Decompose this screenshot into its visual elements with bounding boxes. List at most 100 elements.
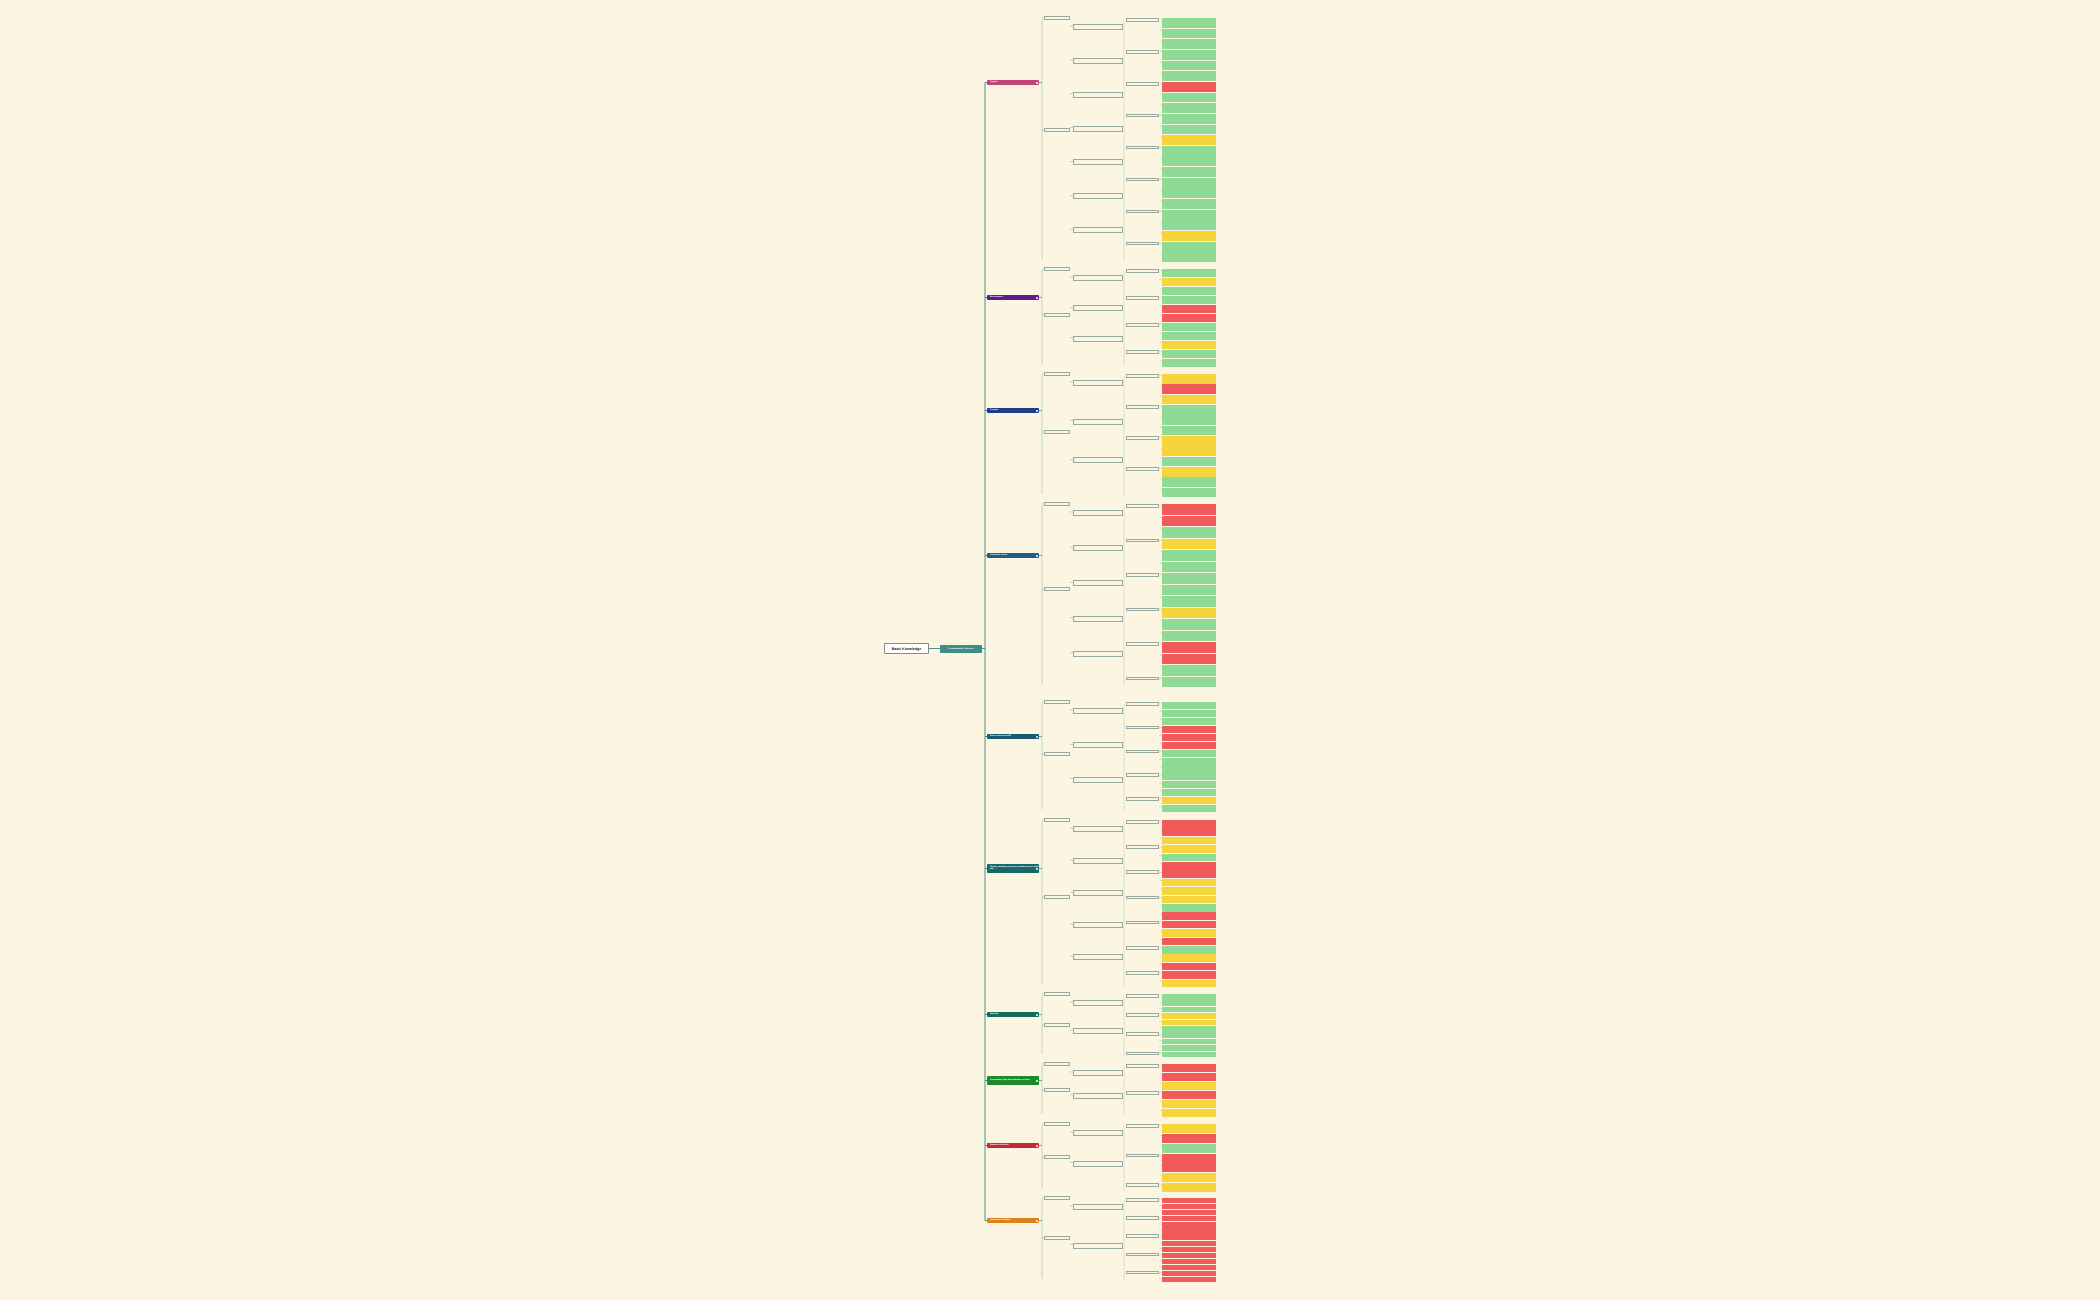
topic-box[interactable] bbox=[1073, 1093, 1123, 1099]
root-node[interactable]: Basic Knowledge bbox=[884, 643, 929, 654]
topic-box[interactable] bbox=[1073, 159, 1123, 166]
topic-box[interactable] bbox=[1073, 193, 1123, 200]
hub-node[interactable]: Fundamentals Overview bbox=[940, 645, 982, 653]
section-node[interactable]: Learning and retention bbox=[987, 553, 1039, 558]
status-cell bbox=[1162, 584, 1216, 596]
field-label-box bbox=[1126, 895, 1159, 900]
topic-box[interactable] bbox=[1073, 742, 1123, 749]
topic-box[interactable] bbox=[1073, 24, 1123, 30]
collapse-toggle-icon[interactable] bbox=[1036, 867, 1038, 870]
status-cell bbox=[1162, 1234, 1216, 1240]
topic-box[interactable] bbox=[1073, 545, 1123, 552]
section-node[interactable]: Monitoring bbox=[987, 1012, 1039, 1017]
category-box[interactable] bbox=[1044, 502, 1070, 506]
status-cell bbox=[1162, 653, 1216, 665]
topic-box[interactable] bbox=[1073, 1204, 1123, 1210]
category-box[interactable] bbox=[1044, 16, 1070, 20]
section-node[interactable]: Planning, scheduling and resource coordi… bbox=[987, 864, 1039, 873]
status-cell bbox=[1162, 1204, 1216, 1210]
category-box[interactable] bbox=[1044, 1088, 1070, 1092]
status-cell bbox=[1162, 676, 1216, 688]
category-box[interactable] bbox=[1044, 128, 1070, 132]
section-node[interactable]: Basic operations bbox=[987, 295, 1039, 300]
category-box[interactable] bbox=[1044, 430, 1070, 434]
field-label-box bbox=[1126, 607, 1159, 612]
status-cell bbox=[1162, 156, 1216, 167]
collapse-toggle-icon[interactable] bbox=[1036, 81, 1038, 84]
topic-box[interactable] bbox=[1073, 890, 1123, 896]
topic-box[interactable] bbox=[1073, 1070, 1123, 1076]
topic-box[interactable] bbox=[1073, 1000, 1123, 1006]
topic-box[interactable] bbox=[1073, 922, 1123, 928]
status-cell bbox=[1162, 1064, 1216, 1073]
topic-box[interactable] bbox=[1073, 335, 1123, 342]
collapse-toggle-icon[interactable] bbox=[1036, 1144, 1038, 1147]
status-cell bbox=[1162, 820, 1216, 828]
status-cell bbox=[1162, 702, 1216, 710]
topic-box[interactable] bbox=[1073, 418, 1123, 425]
section-node[interactable]: Improvement and iteration bbox=[987, 1218, 1039, 1223]
topic-box[interactable] bbox=[1073, 858, 1123, 864]
category-box[interactable] bbox=[1044, 818, 1070, 822]
topic-box[interactable] bbox=[1073, 91, 1123, 98]
topic-box[interactable] bbox=[1073, 227, 1123, 234]
category-box[interactable] bbox=[1044, 752, 1070, 756]
topic-box[interactable] bbox=[1073, 57, 1123, 64]
collapse-toggle-icon[interactable] bbox=[1036, 1079, 1038, 1082]
topic-box[interactable] bbox=[1073, 708, 1123, 714]
category-box[interactable] bbox=[1044, 587, 1070, 591]
collapse-toggle-icon[interactable] bbox=[1036, 554, 1038, 557]
category-box[interactable] bbox=[1044, 992, 1070, 996]
category-box[interactable] bbox=[1044, 267, 1070, 271]
topic-box[interactable] bbox=[1073, 615, 1123, 622]
status-cell bbox=[1162, 415, 1216, 425]
section-label: Perception bbox=[990, 409, 999, 411]
topic-box[interactable] bbox=[1073, 954, 1123, 960]
status-cell bbox=[1162, 1051, 1216, 1058]
section-node[interactable]: Cognition bbox=[987, 80, 1039, 85]
topic-box[interactable] bbox=[1073, 826, 1123, 832]
category-box[interactable] bbox=[1044, 895, 1070, 899]
section-node[interactable]: Perception bbox=[987, 408, 1039, 413]
status-cell bbox=[1162, 1183, 1216, 1193]
field-label-box bbox=[1126, 1153, 1159, 1158]
field-label-box bbox=[1126, 504, 1159, 508]
category-box[interactable] bbox=[1044, 372, 1070, 376]
category-box[interactable] bbox=[1044, 1023, 1070, 1027]
topic-box[interactable] bbox=[1073, 305, 1123, 312]
field-label-box bbox=[1126, 1013, 1159, 1017]
topic-box[interactable] bbox=[1073, 1160, 1123, 1167]
field-label-box bbox=[1126, 405, 1159, 409]
section-label: Improvement and iteration bbox=[990, 1219, 1011, 1221]
collapse-toggle-icon[interactable] bbox=[1036, 409, 1038, 412]
topic-box[interactable] bbox=[1073, 1242, 1123, 1249]
topic-box[interactable] bbox=[1073, 1130, 1123, 1136]
status-cell bbox=[1162, 1124, 1216, 1134]
topic-box[interactable] bbox=[1073, 580, 1123, 587]
category-box[interactable] bbox=[1044, 1062, 1070, 1066]
category-box[interactable] bbox=[1044, 1155, 1070, 1159]
category-box[interactable] bbox=[1044, 1122, 1070, 1126]
topic-box[interactable] bbox=[1073, 380, 1123, 386]
topic-box[interactable] bbox=[1073, 457, 1123, 464]
category-box[interactable] bbox=[1044, 1236, 1070, 1240]
collapse-toggle-icon[interactable] bbox=[1036, 735, 1038, 738]
collapse-toggle-icon[interactable] bbox=[1036, 1013, 1038, 1016]
category-box[interactable] bbox=[1044, 700, 1070, 704]
topic-box[interactable] bbox=[1073, 275, 1123, 281]
status-cell bbox=[1162, 314, 1216, 323]
category-box[interactable] bbox=[1044, 313, 1070, 317]
section-node[interactable]: Evaluation and feedback bbox=[987, 1143, 1039, 1148]
collapse-toggle-icon[interactable] bbox=[1036, 1219, 1038, 1222]
topic-box[interactable] bbox=[1073, 510, 1123, 516]
topic-box[interactable] bbox=[1073, 776, 1123, 783]
category-box[interactable] bbox=[1044, 1196, 1070, 1200]
section-node[interactable]: Communicating clearly with stakeholders … bbox=[987, 1076, 1039, 1085]
status-cell bbox=[1162, 757, 1216, 765]
section-node[interactable]: Deeper reasoning and skills bbox=[987, 734, 1039, 739]
topic-box[interactable] bbox=[1073, 1028, 1123, 1034]
topic-box[interactable] bbox=[1073, 650, 1123, 657]
collapse-toggle-icon[interactable] bbox=[1036, 296, 1038, 299]
topic-box[interactable] bbox=[1073, 125, 1123, 132]
